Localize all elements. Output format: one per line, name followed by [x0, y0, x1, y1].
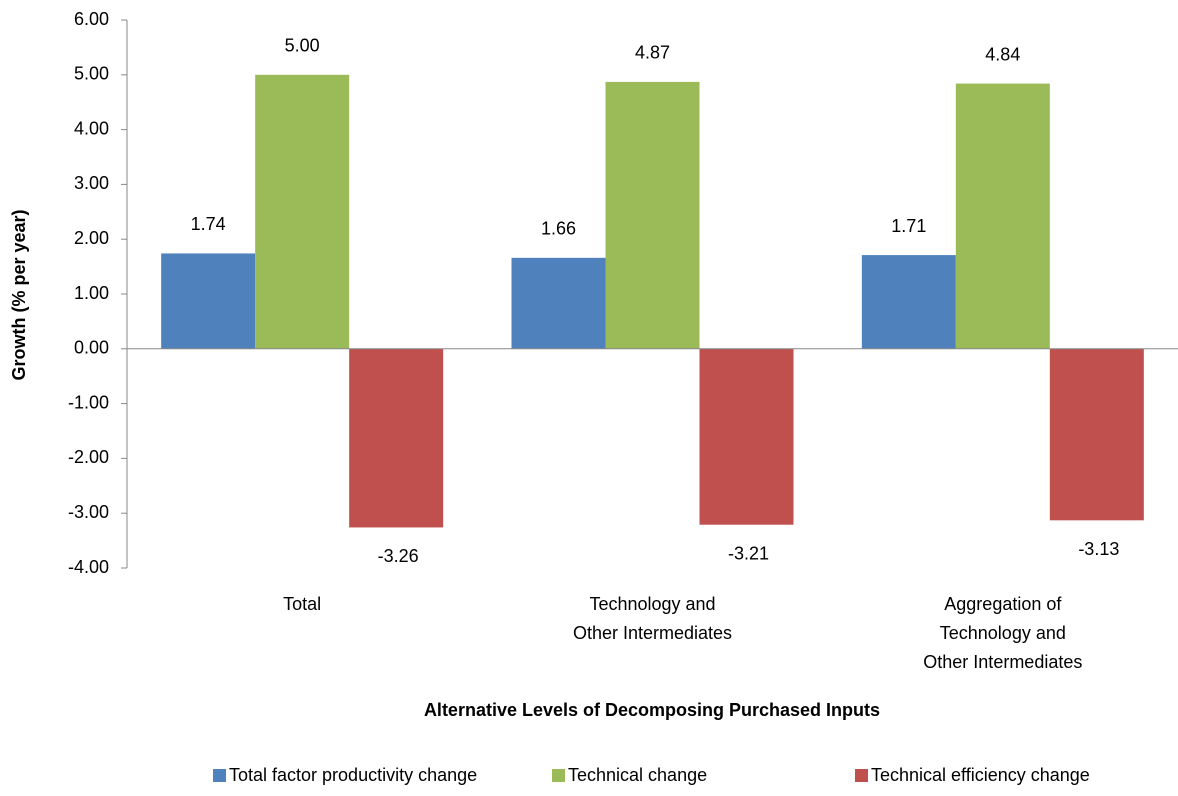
data-label: 4.87 [635, 43, 670, 63]
data-label: 1.74 [191, 214, 226, 234]
bar [861, 255, 956, 349]
data-label: 4.84 [985, 44, 1020, 64]
y-tick-label: -1.00 [68, 392, 109, 412]
x-axis-title: Alternative Levels of Decomposing Purcha… [424, 700, 880, 720]
bar [605, 81, 700, 349]
bar [161, 253, 256, 349]
legend-swatch [855, 769, 868, 782]
legend-label: Total factor productivity change [229, 765, 477, 785]
data-label: -3.21 [728, 543, 769, 563]
data-label: -3.26 [378, 546, 419, 566]
y-tick-label: 5.00 [74, 64, 109, 84]
y-tick-label: 0.00 [74, 338, 109, 358]
bar [511, 257, 606, 349]
y-tick-label: 2.00 [74, 228, 109, 248]
data-label: 5.00 [285, 36, 320, 56]
y-tick-label: 1.00 [74, 283, 109, 303]
bar [255, 74, 350, 349]
y-tick-label: -3.00 [68, 502, 109, 522]
legend-label: Technical efficiency change [871, 765, 1090, 785]
x-tick-label: Aggregation of Technology and Other Interm… [923, 594, 1082, 672]
y-tick-label: -2.00 [68, 447, 109, 467]
y-tick-label: 3.00 [74, 173, 109, 193]
x-tick-label: Total [283, 594, 321, 614]
bar [349, 348, 444, 528]
legend-swatch [213, 769, 226, 782]
legend-swatch [552, 769, 565, 782]
data-label: 1.66 [541, 219, 576, 239]
bar [1049, 348, 1144, 521]
data-label: 1.71 [891, 216, 926, 236]
legend-label: Technical change [568, 765, 707, 785]
y-tick-label: 4.00 [74, 118, 109, 138]
y-tick-label: -4.00 [68, 557, 109, 577]
bar [955, 83, 1050, 349]
x-tick-label: Technology and Other Intermediates [573, 594, 732, 643]
y-axis-title: Growth (% per year) [9, 209, 29, 380]
y-tick-label: 6.00 [74, 9, 109, 29]
bar [699, 348, 794, 525]
data-label: -3.13 [1078, 539, 1119, 559]
